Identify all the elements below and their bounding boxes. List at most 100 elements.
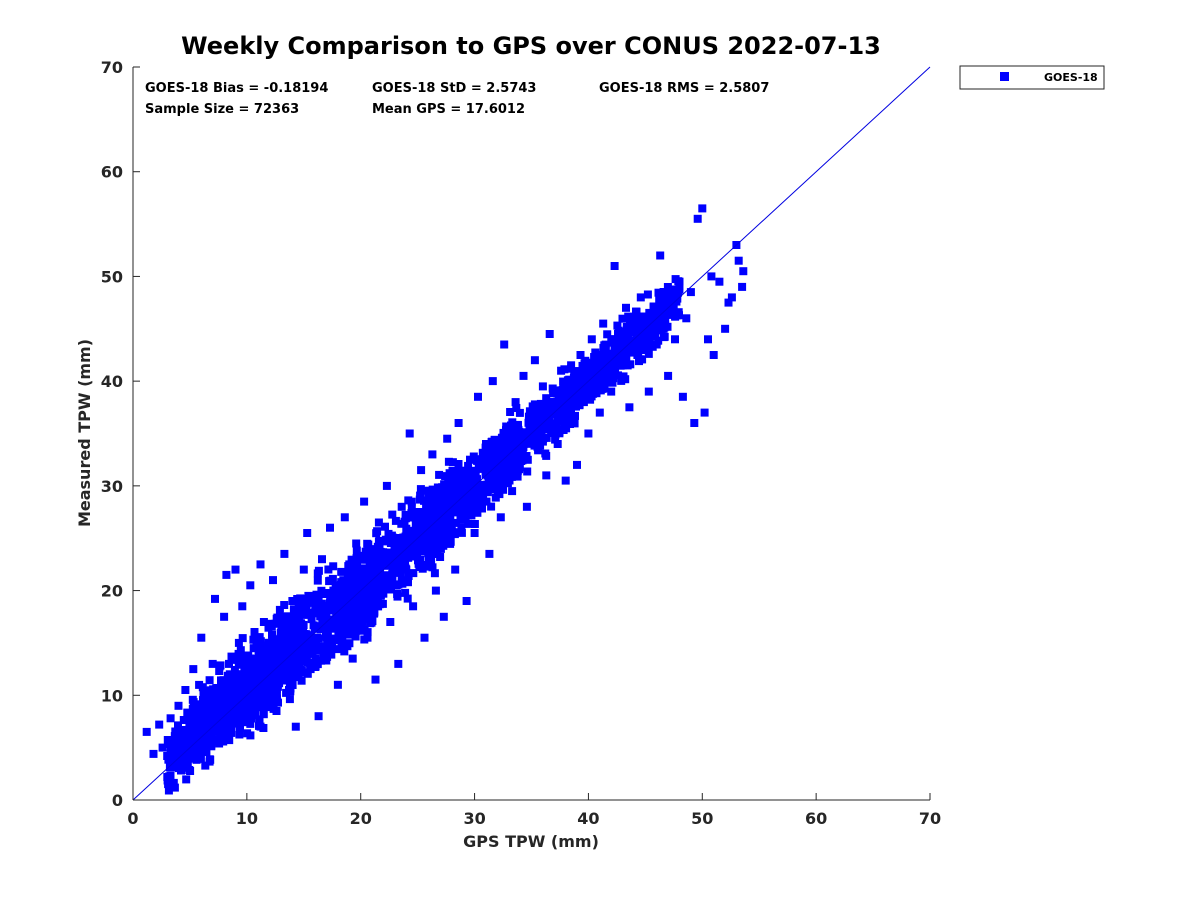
data-point-cloud: [474, 491, 483, 500]
data-point: [644, 387, 653, 396]
data-point: [436, 492, 445, 501]
data-point-cloud: [486, 466, 495, 475]
data-point-cloud: [283, 612, 292, 621]
data-point: [602, 356, 611, 365]
data-point-cloud: [627, 343, 635, 352]
data-point-cloud: [247, 675, 256, 684]
data-point-cloud: [363, 628, 372, 637]
data-point-cloud: [506, 443, 515, 452]
data-point-cloud: [314, 642, 323, 651]
data-point-cloud: [523, 455, 532, 464]
data-point-cloud: [456, 511, 465, 520]
data-point-cloud: [423, 486, 432, 495]
data-point: [545, 330, 554, 338]
data-point: [425, 539, 433, 548]
data-point: [724, 298, 733, 307]
data-point-cloud: [420, 532, 429, 541]
data-point-cloud: [608, 335, 617, 344]
data-point-cloud: [563, 418, 571, 427]
data-point-cloud: [246, 689, 254, 698]
data-point-cloud: [465, 507, 473, 516]
data-point: [474, 392, 482, 401]
data-point-cloud: [425, 501, 434, 510]
data-point: [394, 659, 403, 668]
data-point: [363, 633, 372, 642]
data-point: [542, 471, 551, 480]
data-point-cloud: [664, 293, 673, 302]
data-point-cloud: [246, 701, 255, 710]
data-point-cloud: [499, 443, 508, 452]
data-point-cloud: [565, 381, 574, 390]
data-point-cloud: [347, 611, 356, 620]
data-point: [200, 696, 209, 705]
data-point-cloud: [622, 348, 631, 357]
data-point-cloud: [217, 676, 225, 685]
stat-mean-gps: Mean GPS = 17.6012: [372, 102, 525, 117]
data-point-cloud: [207, 686, 215, 695]
data-point-cloud: [215, 662, 224, 671]
data-point-cloud: [446, 539, 455, 548]
data-point-cloud: [407, 502, 416, 511]
data-point-cloud: [643, 290, 652, 299]
data-point-cloud: [473, 508, 482, 517]
data-point-cloud: [409, 569, 418, 578]
data-point-cloud: [227, 721, 236, 730]
data-point-cloud: [273, 615, 282, 624]
data-point-cloud: [575, 367, 584, 376]
data-point-cloud: [374, 556, 383, 565]
data-point-cloud: [673, 311, 682, 320]
data-point: [648, 309, 657, 318]
data-point-cloud: [601, 360, 610, 369]
data-point-cloud: [349, 601, 358, 610]
data-point-cloud: [500, 458, 509, 467]
data-point-cloud: [279, 633, 288, 642]
data-point-cloud: [416, 522, 425, 531]
data-point: [690, 419, 699, 427]
data-point-cloud: [335, 632, 344, 641]
data-point-cloud: [370, 608, 379, 617]
data-point-cloud: [364, 585, 373, 594]
data-point-cloud: [263, 653, 272, 662]
data-point: [500, 340, 509, 349]
data-point-cloud: [406, 526, 415, 535]
data-point-cloud: [177, 747, 186, 756]
data-point: [485, 549, 494, 558]
data-point-cloud: [581, 362, 590, 371]
data-point-cloud: [652, 318, 661, 327]
data-point: [311, 607, 320, 616]
data-point-cloud: [225, 736, 234, 745]
data-point: [698, 204, 707, 213]
data-point-cloud: [327, 596, 336, 605]
data-point-cloud: [352, 554, 361, 563]
data-point: [352, 539, 361, 548]
data-point-cloud: [416, 491, 425, 500]
data-point-cloud: [313, 569, 322, 578]
axes-frame: [132, 67, 930, 801]
data-point-cloud: [234, 649, 243, 658]
data-point-cloud: [485, 451, 494, 460]
data-point-cloud: [399, 538, 408, 547]
data-point-cloud: [496, 482, 505, 491]
data-point: [166, 714, 175, 723]
data-point-cloud: [360, 568, 369, 577]
data-point-cloud: [303, 669, 312, 678]
data-point: [527, 413, 536, 422]
data-point: [272, 707, 281, 715]
data-point-cloud: [265, 647, 274, 656]
data-point-cloud: [208, 713, 217, 721]
data-point-cloud: [508, 449, 517, 458]
data-point: [303, 529, 312, 537]
data-point-cloud: [442, 531, 451, 540]
data-point-cloud: [374, 567, 383, 576]
data-point-cloud: [643, 316, 652, 325]
data-point-cloud: [491, 493, 500, 502]
data-point: [516, 455, 525, 464]
data-point-cloud: [369, 569, 378, 578]
data-point-cloud: [386, 539, 395, 547]
data-point: [181, 686, 190, 694]
data-point-cloud: [282, 652, 291, 661]
data-point-cloud: [302, 653, 311, 662]
data-point-cloud: [634, 339, 642, 348]
data-point-cloud: [195, 732, 204, 741]
data-point: [234, 638, 243, 647]
